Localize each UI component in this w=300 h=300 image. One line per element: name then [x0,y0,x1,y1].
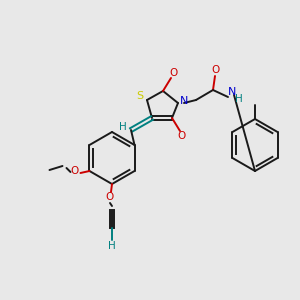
Text: O: O [211,65,219,75]
Text: H: H [235,94,243,104]
Text: O: O [169,68,177,78]
Text: O: O [178,131,186,141]
Text: H: H [108,241,116,251]
Text: O: O [70,166,79,176]
Text: O: O [106,192,114,202]
Text: N: N [228,87,236,97]
Text: N: N [180,96,188,106]
Text: H: H [119,122,127,132]
Text: S: S [136,91,144,101]
